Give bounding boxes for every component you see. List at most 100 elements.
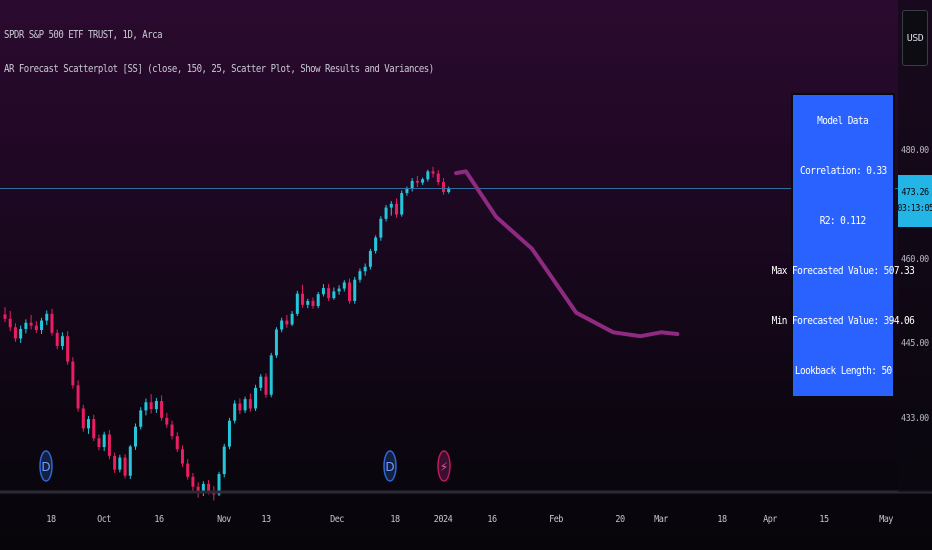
candle-body xyxy=(436,173,440,183)
date-tick: Mar xyxy=(654,514,668,525)
date-tick: Nov xyxy=(217,514,231,525)
candle-body xyxy=(395,203,398,215)
candle-body xyxy=(327,288,331,299)
candle-body xyxy=(8,318,12,328)
candle-body xyxy=(87,419,91,429)
date-tick: 20 xyxy=(615,514,625,525)
candle-body xyxy=(128,446,132,476)
candle-body xyxy=(160,401,164,418)
event-markers: D D ⚡ xyxy=(39,450,451,482)
date-tick: Oct xyxy=(97,514,111,525)
date-tick: 18 xyxy=(390,514,400,525)
candle-body xyxy=(55,332,59,346)
candle-body xyxy=(81,408,85,429)
candle-body xyxy=(321,288,325,295)
candle-body xyxy=(421,179,425,183)
candle-body xyxy=(264,376,268,395)
candle-body xyxy=(405,188,409,194)
candle-body xyxy=(19,328,23,339)
candle-body xyxy=(29,322,33,326)
dividend-icon[interactable]: D xyxy=(383,450,397,482)
candle-body xyxy=(374,237,378,251)
candle-body xyxy=(139,410,143,427)
candlestick-series xyxy=(3,166,451,501)
candle-body xyxy=(447,188,451,193)
candle-body xyxy=(24,322,28,329)
candle-body xyxy=(301,293,305,305)
candle-body xyxy=(295,293,299,314)
candle-body xyxy=(165,417,169,425)
candle-body xyxy=(97,438,101,448)
candle-body xyxy=(415,180,419,183)
bar-countdown: 03:13:05 xyxy=(896,203,932,214)
candle-body xyxy=(285,320,289,325)
candle-body xyxy=(332,291,336,299)
candle-body xyxy=(13,327,17,339)
forecast-line xyxy=(454,169,680,339)
date-tick: 16 xyxy=(487,514,497,525)
date-tick: 18 xyxy=(717,514,727,525)
candle-body xyxy=(134,426,137,447)
candle-body xyxy=(290,313,294,325)
symbol-title: SPDR S&P 500 ETF TRUST, 1D, Arca xyxy=(4,28,163,41)
candle-body xyxy=(363,266,367,272)
dividend-icon[interactable]: D xyxy=(39,450,53,482)
candle-body xyxy=(154,401,158,410)
candle-body xyxy=(201,483,205,494)
candle-body xyxy=(50,313,54,333)
earnings-icon[interactable]: ⚡ xyxy=(437,450,451,482)
candle-body xyxy=(186,463,190,477)
price-axis-bg xyxy=(898,0,932,492)
candle-body xyxy=(342,282,346,289)
candle-body xyxy=(45,313,49,321)
model-data-panel: Model Data Correlation: 0.33 R2: 0.112 M… xyxy=(772,93,915,398)
candle-body xyxy=(113,455,117,470)
candle-body xyxy=(269,355,273,395)
candle-body xyxy=(368,250,372,267)
indicator-title: AR Forecast Scatterplot [SS] (close, 150… xyxy=(4,62,434,75)
candle-body xyxy=(196,486,200,494)
candle-body xyxy=(149,402,153,410)
currency-label: USD xyxy=(906,32,924,44)
svg-text:D: D xyxy=(385,460,394,474)
correlation-value: Correlation: 0.33 xyxy=(799,163,887,177)
candle-body xyxy=(3,314,7,319)
candle-body xyxy=(306,300,310,305)
candle-body xyxy=(227,420,231,447)
candle-body xyxy=(71,361,75,386)
currency-button[interactable]: USD xyxy=(902,10,928,66)
candle-body xyxy=(123,457,127,476)
date-tick: Dec xyxy=(330,514,344,525)
candle-body xyxy=(441,182,445,193)
candle-body xyxy=(60,336,64,346)
candle-body xyxy=(254,387,258,409)
date-tick: 13 xyxy=(261,514,271,525)
candle-body xyxy=(431,171,435,174)
current-price-badge: 473.26 03:13:05 xyxy=(896,175,932,227)
candle-body xyxy=(358,271,362,280)
candle-body xyxy=(389,203,393,208)
date-tick: 2024 xyxy=(433,514,453,525)
candle-body xyxy=(180,449,184,464)
date-tick: 15 xyxy=(819,514,829,525)
candle-body xyxy=(76,385,80,409)
candle-body xyxy=(118,457,122,470)
candle-body xyxy=(102,434,106,448)
candle-body xyxy=(348,282,352,301)
candle-body xyxy=(400,193,404,215)
price-tick-445: 445.00 xyxy=(901,338,929,349)
candle-body xyxy=(233,403,237,421)
lookback-length: Lookback Length: 50 xyxy=(794,364,892,378)
candle-body xyxy=(426,171,430,180)
date-tick: Apr xyxy=(763,514,777,525)
candle-body xyxy=(248,399,252,409)
candle-body xyxy=(107,434,111,456)
svg-text:D: D xyxy=(41,460,50,474)
candle-body xyxy=(379,218,383,238)
price-tick-480: 480.00 xyxy=(901,145,929,156)
candle-body xyxy=(238,403,242,411)
candle-body xyxy=(274,329,278,356)
candle-body xyxy=(34,325,38,331)
svg-text:⚡: ⚡ xyxy=(440,460,448,474)
